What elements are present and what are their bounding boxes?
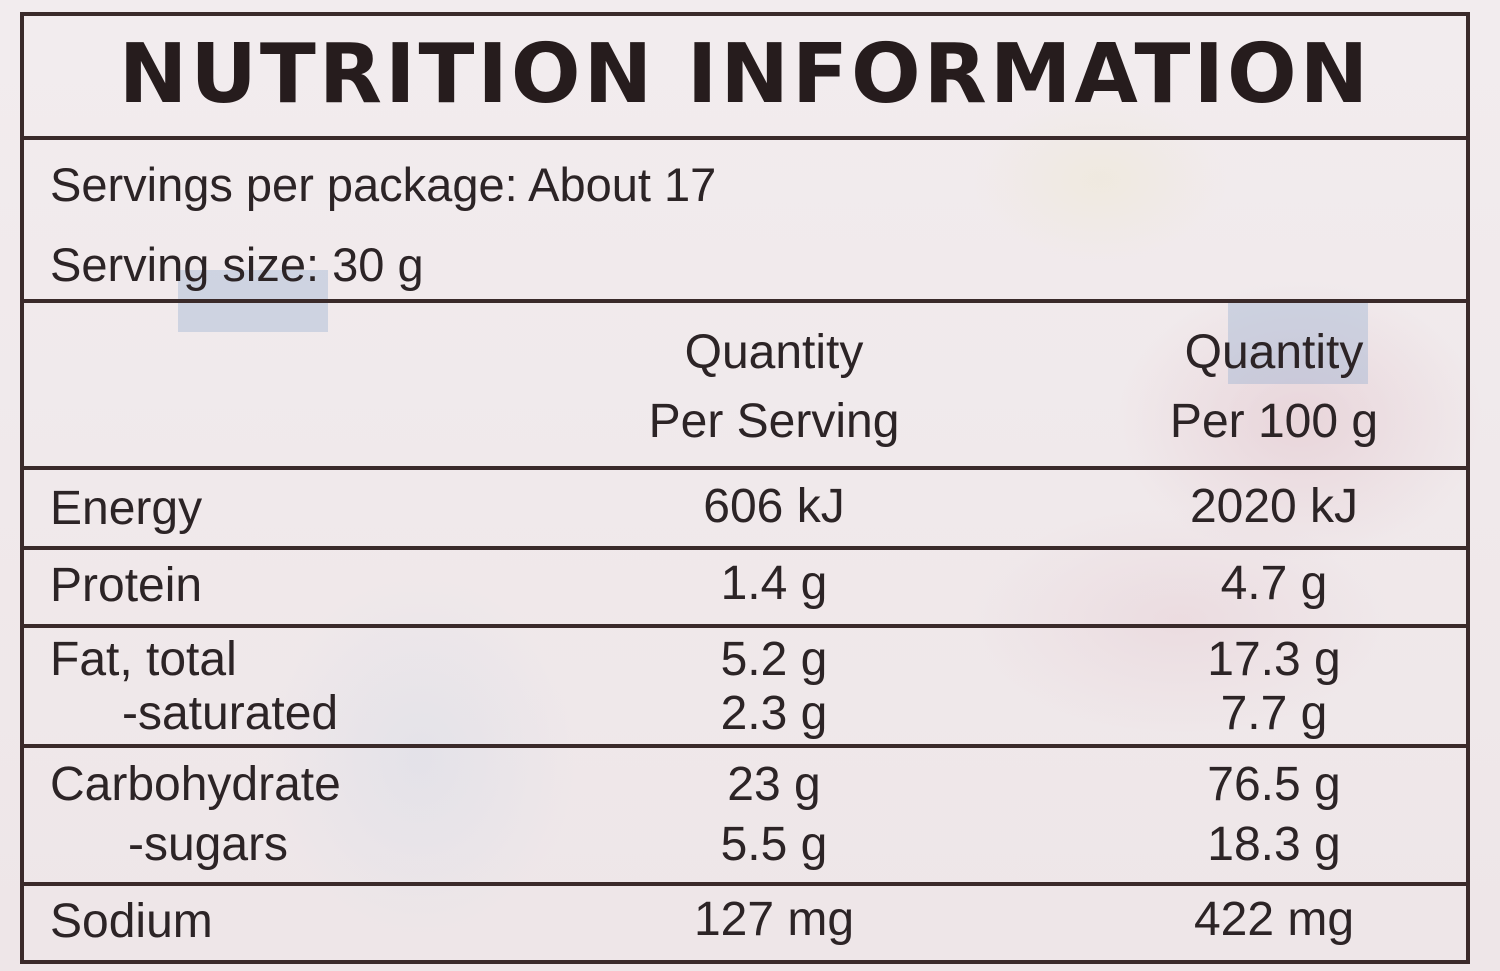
nutrient-label-sugars: -sugars xyxy=(128,818,289,871)
divider xyxy=(24,136,1466,140)
sugars-per-100g: 18.3 g xyxy=(1207,818,1341,871)
servings-per-package: Servings per package: About 17 xyxy=(50,158,717,211)
protein-per-100g: 4.7 g xyxy=(1220,557,1328,610)
nutrient-label-carbohydrate: Carbohydrate xyxy=(50,758,341,811)
protein-per-serving: 1.4 g xyxy=(720,557,828,610)
nutrient-label-protein: Protein xyxy=(50,559,203,612)
nutrition-panel: NUTRITION INFORMATION Servings per packa… xyxy=(20,12,1470,964)
column-header-per-serving-line2: Per Serving xyxy=(648,395,900,448)
sodium-per-100g: 422 mg xyxy=(1193,893,1355,946)
energy-per-100g: 2020 kJ xyxy=(1189,480,1359,533)
sugars-per-serving: 5.5 g xyxy=(720,818,828,871)
carbohydrate-per-100g: 76.5 g xyxy=(1207,758,1341,811)
divider xyxy=(24,466,1466,470)
nutrient-label-sodium: Sodium xyxy=(50,895,213,948)
divider xyxy=(24,624,1466,628)
panel-title: NUTRITION INFORMATION xyxy=(118,27,1372,122)
sodium-per-serving: 127 mg xyxy=(693,893,855,946)
column-header-per-100g-line2: Per 100 g xyxy=(1169,395,1379,448)
fat-total-per-serving: 5.2 g xyxy=(720,633,828,686)
carbohydrate-per-serving: 23 g xyxy=(727,758,821,811)
fat-total-per-100g: 17.3 g xyxy=(1207,633,1341,686)
divider xyxy=(24,299,1466,303)
column-header-per-100g-line1: Quantity xyxy=(1184,326,1364,379)
saturated-per-serving: 2.3 g xyxy=(720,687,828,740)
nutrient-label-energy: Energy xyxy=(50,482,203,535)
column-header-per-serving-line1: Quantity xyxy=(684,326,864,379)
nutrient-label-fat-total: Fat, total xyxy=(50,633,237,686)
divider xyxy=(24,882,1466,886)
serving-size: Serving size: 30 g xyxy=(50,238,424,291)
divider xyxy=(24,744,1466,748)
background-print-shape xyxy=(1228,300,1368,384)
energy-per-serving: 606 kJ xyxy=(703,480,845,533)
nutrient-label-saturated: -saturated xyxy=(122,687,339,740)
divider xyxy=(24,546,1466,550)
saturated-per-100g: 7.7 g xyxy=(1220,687,1328,740)
